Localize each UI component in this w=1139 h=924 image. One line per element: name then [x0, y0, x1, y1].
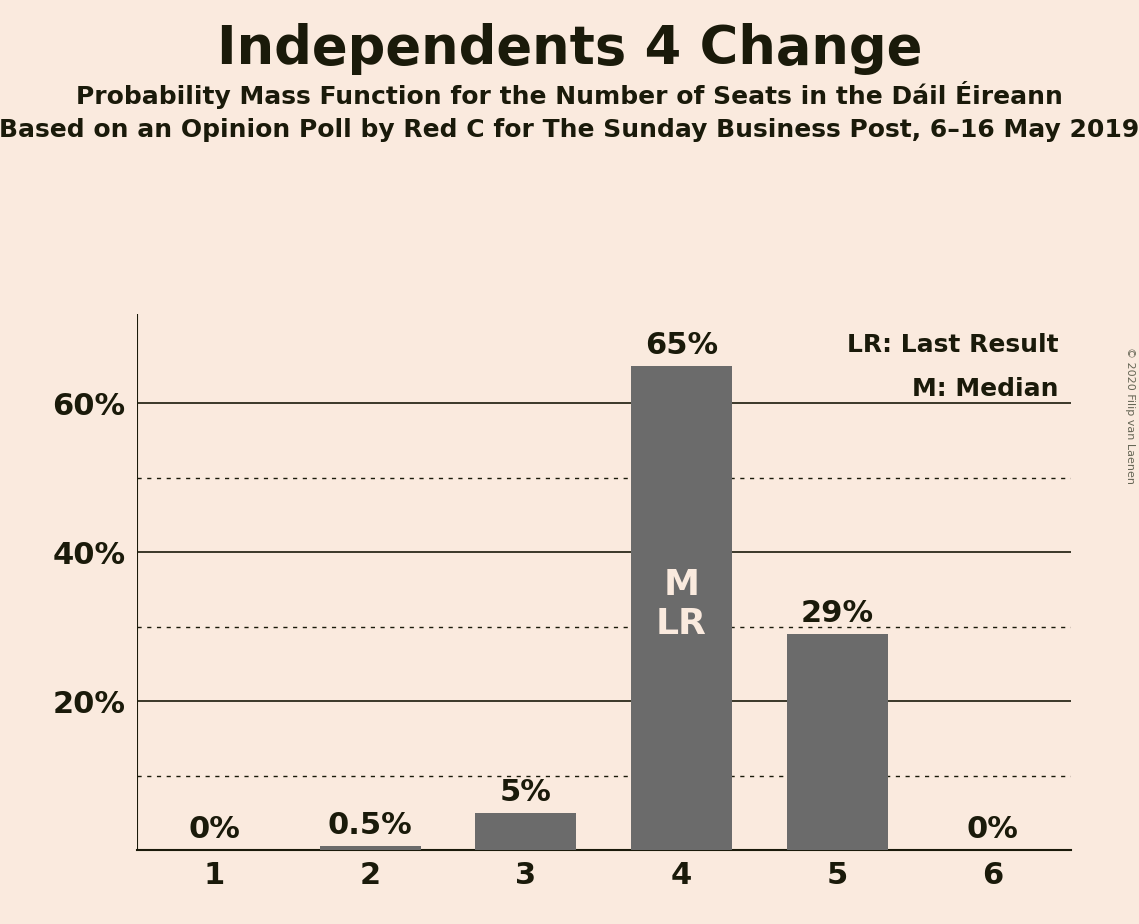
Bar	[787, 634, 887, 850]
Bar	[320, 846, 420, 850]
Text: M
LR: M LR	[656, 567, 707, 641]
Bar	[631, 366, 732, 850]
Text: 29%: 29%	[801, 600, 874, 628]
Text: Based on an Opinion Poll by Red C for The Sunday Business Post, 6–16 May 2019: Based on an Opinion Poll by Red C for Th…	[0, 118, 1139, 142]
Text: © 2020 Filip van Laenen: © 2020 Filip van Laenen	[1125, 347, 1134, 484]
Text: 0%: 0%	[189, 815, 240, 845]
Text: M: Median: M: Median	[911, 377, 1058, 401]
Text: LR: Last Result: LR: Last Result	[846, 333, 1058, 357]
Bar	[475, 813, 576, 850]
Text: 65%: 65%	[645, 332, 718, 360]
Text: Probability Mass Function for the Number of Seats in the Dáil Éireann: Probability Mass Function for the Number…	[76, 81, 1063, 109]
Text: Independents 4 Change: Independents 4 Change	[216, 23, 923, 75]
Text: 0%: 0%	[967, 815, 1018, 845]
Text: 5%: 5%	[500, 778, 551, 807]
Text: 0.5%: 0.5%	[328, 811, 412, 841]
